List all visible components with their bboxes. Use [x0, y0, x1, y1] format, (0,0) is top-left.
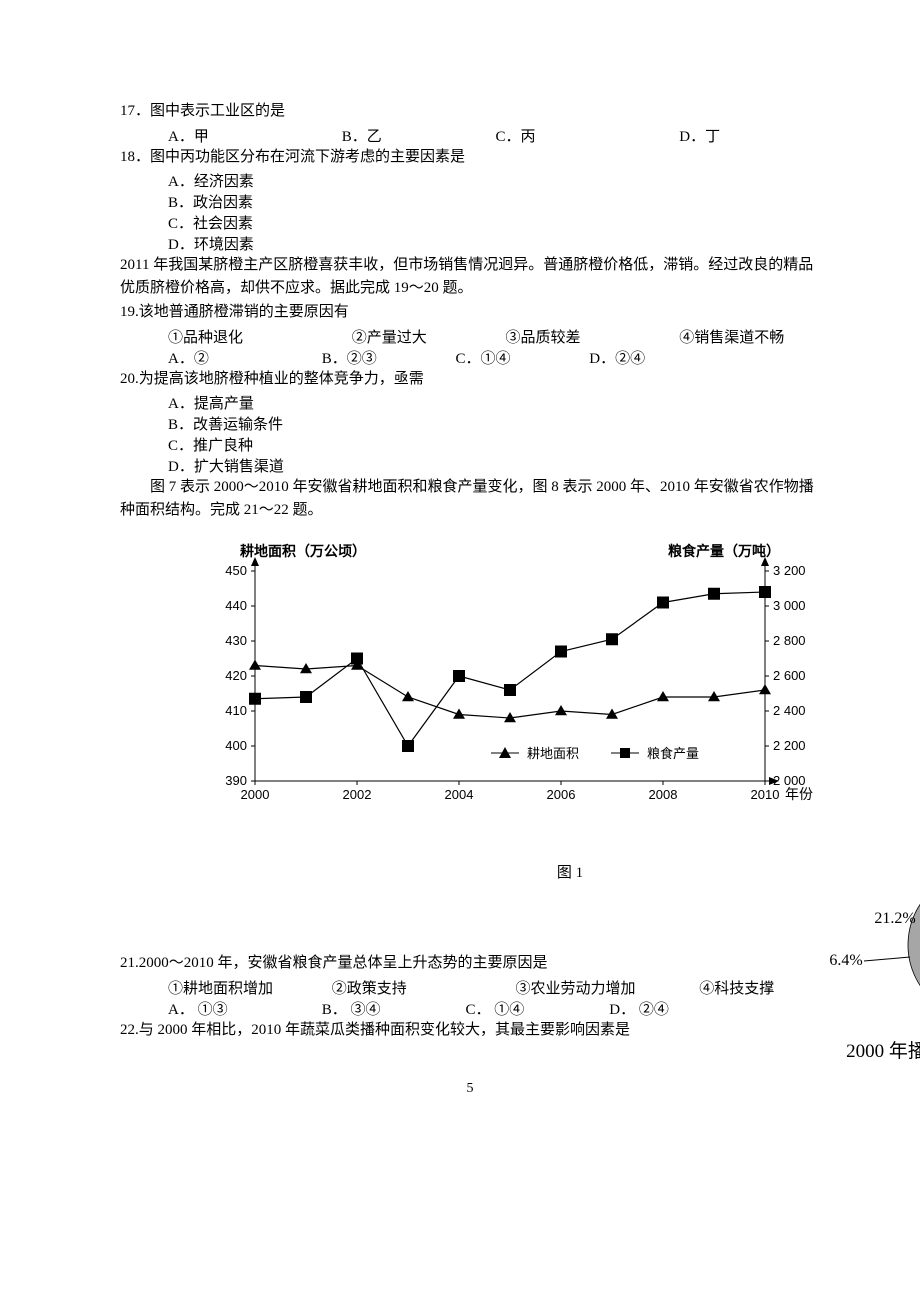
svg-text:21.2%: 21.2% — [874, 910, 915, 927]
svg-text:2 400: 2 400 — [773, 703, 806, 718]
q21-options: A． ①③ B． ③④ C． ①④ D． ②④ — [168, 998, 820, 1019]
q20-stem: 20.为提高该地脐橙种植业的整体竞争力，亟需 — [120, 368, 820, 391]
q17-stem: 17．图中表示工业区的是 — [120, 100, 820, 123]
q19-opt-d: D．②④ — [589, 347, 645, 368]
svg-text:粮食产量: 粮食产量 — [647, 746, 699, 761]
svg-text:2004: 2004 — [445, 787, 474, 802]
q18-stem: 18．图中丙功能区分布在河流下游考虑的主要因素是 — [120, 146, 820, 169]
svg-text:420: 420 — [225, 668, 247, 683]
svg-text:400: 400 — [225, 738, 247, 753]
svg-text:2006: 2006 — [547, 787, 576, 802]
q21-item-4: ④科技支撑 — [699, 977, 774, 998]
q17-options: A．甲 B．乙 C．丙 D．丁 — [168, 125, 820, 146]
pie-chart-2000: 6.3%21.2%6.4%66 2000 年播种面积 — [810, 835, 920, 1063]
svg-text:2 800: 2 800 — [773, 633, 806, 648]
svg-text:耕地面积: 耕地面积 — [527, 746, 579, 761]
q20-opt-c: C．推广良种 — [168, 434, 820, 455]
svg-text:440: 440 — [225, 598, 247, 613]
q19-opt-a: A．② — [168, 347, 318, 368]
q21-stem: 21.2000～2010 年，安徽省粮食产量总体呈上升态势的主要原因是 — [120, 952, 820, 975]
q21-items: ①耕地面积增加 ②政策支持 ③农业劳动力增加 ④科技支撑 — [168, 977, 820, 998]
passage-21-22: 图 7 表示 2000～2010 年安徽省耕地面积和粮食产量变化，图 8 表示 … — [120, 476, 820, 521]
q22-stem: 22.与 2000 年相比，2010 年蔬菜瓜类播种面积变化较大，其最主要影响因… — [120, 1019, 820, 1042]
q19-item-1: ①品种退化 — [168, 326, 348, 347]
q19-item-3: ③品质较差 — [506, 326, 676, 347]
svg-text:450: 450 — [225, 563, 247, 578]
svg-text:2 600: 2 600 — [773, 668, 806, 683]
q21-item-1: ①耕地面积增加 — [168, 977, 328, 998]
left-y-axis-title: 耕地面积（万公顷） — [240, 541, 366, 561]
q18-opt-b: B．政治因素 — [168, 191, 820, 212]
q19-stem: 19.该地普通脐橙滞销的主要原因有 — [120, 301, 820, 324]
q21-item-2: ②政策支持 — [332, 977, 512, 998]
q19-opt-c: C．①④ — [456, 347, 586, 368]
q19-options: A．② B．②③ C．①④ D．②④ — [168, 347, 820, 368]
chart-svg: 390 400 410 420 430 440 450 2 000 2 200 2 400 2 60… — [120, 541, 820, 841]
q19-item-2: ②产量过大 — [352, 326, 502, 347]
q21-item-3: ③农业劳动力增加 — [516, 977, 696, 998]
svg-text:2002: 2002 — [343, 787, 372, 802]
pie-title: 2000 年播种面积 — [810, 1036, 920, 1063]
q20-opt-a: A．提高产量 — [168, 392, 820, 413]
q21-opt-b: B． ③④ — [322, 998, 462, 1019]
svg-text:2000: 2000 — [241, 787, 270, 802]
q20-opt-d: D．扩大销售渠道 — [168, 455, 820, 476]
q21-opt-c: C． ①④ — [466, 998, 606, 1019]
q18-opt-c: C．社会因素 — [168, 212, 820, 233]
page-number: 5 — [120, 1081, 820, 1097]
svg-text:2 200: 2 200 — [773, 738, 806, 753]
svg-text:年份: 年份 — [785, 787, 813, 803]
q17-opt-d: D．丁 — [679, 125, 720, 146]
svg-text:430: 430 — [225, 633, 247, 648]
svg-text:6.4%: 6.4% — [829, 952, 862, 969]
q19-items: ①品种退化 ②产量过大 ③品质较差 ④销售渠道不畅 — [168, 326, 820, 347]
q18-opt-d: D．环境因素 — [168, 233, 820, 254]
q21-opt-d: D． ②④ — [609, 998, 669, 1019]
q17-opt-b: B．乙 — [342, 125, 492, 146]
chart-caption: 图 1 — [320, 861, 820, 882]
q17-opt-a: A．甲 — [168, 125, 338, 146]
q19-opt-b: B．②③ — [322, 347, 452, 368]
q18-opt-a: A．经济因素 — [168, 170, 820, 191]
q17-opt-c: C．丙 — [496, 125, 676, 146]
svg-text:2008: 2008 — [649, 787, 678, 802]
q20-options: A．提高产量 B．改善运输条件 C．推广良种 D．扩大销售渠道 — [168, 392, 820, 476]
svg-text:3 200: 3 200 — [773, 563, 806, 578]
q18-options: A．经济因素 B．政治因素 C．社会因素 D．环境因素 — [168, 170, 820, 254]
pie-svg: 6.3%21.2%6.4%66 — [810, 835, 920, 1025]
svg-text:390: 390 — [225, 773, 247, 788]
passage-19-20: 2011 年我国某脐橙主产区脐橙喜获丰收，但市场销售情况迥异。普通脐橙价格低，滞… — [120, 254, 820, 299]
svg-text:2 000: 2 000 — [773, 773, 806, 788]
svg-text:2010: 2010 — [751, 787, 780, 802]
right-y-axis-title: 粮食产量（万吨） — [668, 541, 780, 561]
line-chart-fig1: 耕地面积（万公顷） 粮食产量（万吨） 390 400 410 420 430 440 450… — [120, 541, 820, 861]
q21-opt-a: A． ①③ — [168, 998, 318, 1019]
svg-text:410: 410 — [225, 703, 247, 718]
q19-item-4: ④销售渠道不畅 — [679, 326, 784, 347]
q20-opt-b: B．改善运输条件 — [168, 413, 820, 434]
svg-text:3 000: 3 000 — [773, 598, 806, 613]
